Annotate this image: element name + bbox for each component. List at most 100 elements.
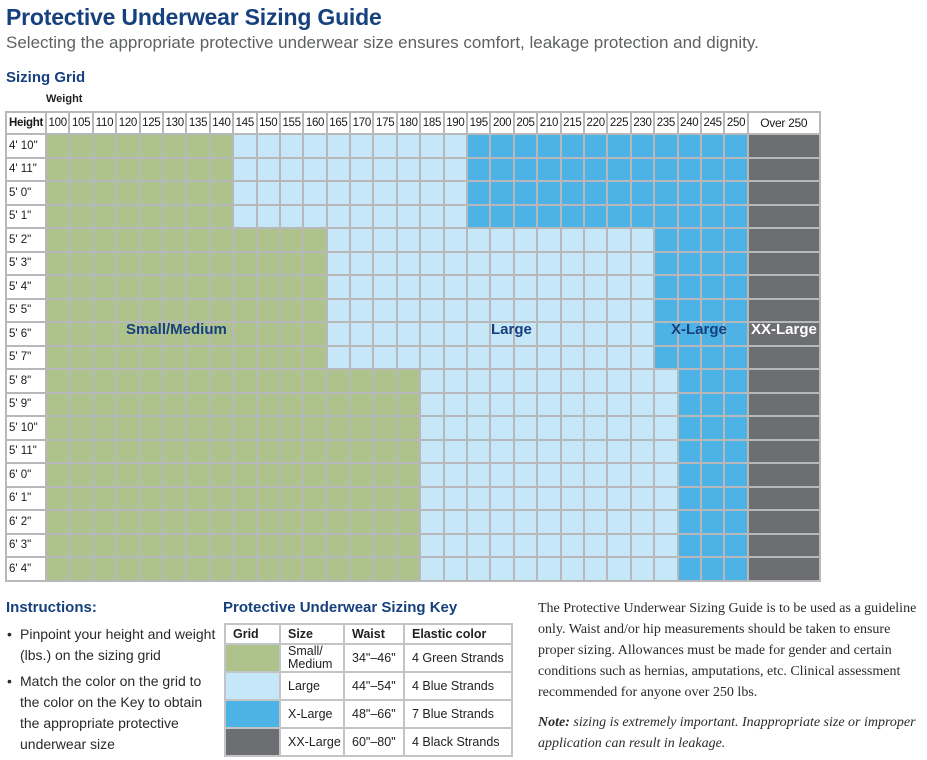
grid-cell-small-medium xyxy=(68,368,94,394)
grid-cell-xlarge xyxy=(582,156,609,182)
grid-cell-xxlarge xyxy=(746,227,821,253)
grid-cell-small-medium xyxy=(208,321,235,347)
grid-cell-xlarge xyxy=(653,156,679,182)
grid-cell-large xyxy=(489,344,515,370)
grid-cell-large xyxy=(372,203,398,229)
grid-cell-xlarge xyxy=(723,133,749,159)
grid-cell-xxlarge xyxy=(746,391,821,417)
grid-cell-xxlarge xyxy=(746,509,821,535)
grid-cell-large xyxy=(489,462,515,488)
grid-cell-small-medium xyxy=(185,297,211,323)
grid-cell-xxlarge xyxy=(746,180,821,206)
grid-cell-xlarge xyxy=(466,180,492,206)
grid-cell-xlarge xyxy=(676,391,702,417)
grid-cell-large xyxy=(395,297,422,323)
grid-cell-large xyxy=(512,462,539,488)
instruction-item: Pinpoint your height and weight (lbs.) o… xyxy=(6,624,216,666)
grid-cell-small-medium xyxy=(208,391,235,417)
grid-cell-small-medium xyxy=(325,532,352,558)
grid-cell-large xyxy=(653,509,679,535)
grid-cell-small-medium xyxy=(302,462,328,488)
height-label: 6' 4" xyxy=(5,556,47,582)
grid-cell-large xyxy=(653,556,679,582)
height-label: 5' 10" xyxy=(5,415,47,441)
weight-axis-label: Weight xyxy=(46,93,83,105)
grid-cell-xlarge xyxy=(699,274,726,300)
grid-cell-xlarge xyxy=(723,250,749,276)
grid-cell-small-medium xyxy=(91,462,118,488)
grid-cell-small-medium xyxy=(138,297,164,323)
grid-cell-small-medium xyxy=(185,250,211,276)
grid-cell-small-medium xyxy=(185,438,211,464)
weight-header-cell: 150 xyxy=(255,111,281,135)
grid-cell-small-medium xyxy=(138,274,164,300)
grid-cell-xlarge xyxy=(512,156,539,182)
grid-cell-small-medium xyxy=(44,344,71,370)
grid-cell-xlarge xyxy=(489,133,515,159)
note-text: sizing is extremely important. Inappropr… xyxy=(538,715,916,751)
grid-cell-large xyxy=(559,297,586,323)
key-size: X-Large xyxy=(279,699,345,729)
grid-cell-xlarge xyxy=(723,180,749,206)
grid-cell-small-medium xyxy=(255,250,281,276)
grid-cell-small-medium xyxy=(372,391,398,417)
grid-cell-large xyxy=(536,321,562,347)
height-label: 4' 11" xyxy=(5,156,47,182)
grid-cell-xlarge xyxy=(653,250,679,276)
grid-cell-small-medium xyxy=(44,509,71,535)
grid-cell-xlarge xyxy=(559,203,586,229)
grid-cell-xlarge xyxy=(676,250,702,276)
weight-header-cell: 205 xyxy=(512,111,539,135)
grid-cell-small-medium xyxy=(115,156,141,182)
grid-cell-small-medium xyxy=(68,133,94,159)
grid-cell-small-medium xyxy=(185,556,211,582)
grid-cell-small-medium xyxy=(325,556,352,582)
grid-cell-small-medium xyxy=(68,485,94,511)
grid-cell-xlarge xyxy=(653,180,679,206)
grid-cell-large xyxy=(512,415,539,441)
grid-cell-large xyxy=(629,438,656,464)
height-label: 5' 1" xyxy=(5,203,47,229)
grid-cell-large xyxy=(349,203,375,229)
key-waist: 34"–46" xyxy=(343,643,405,673)
grid-cell-large xyxy=(419,180,445,206)
grid-cell-small-medium xyxy=(138,415,164,441)
grid-cell-small-medium xyxy=(138,250,164,276)
grid-cell-small-medium xyxy=(161,133,188,159)
grid-cell-xlarge xyxy=(489,203,515,229)
color-swatch xyxy=(224,671,281,701)
grid-cell-small-medium xyxy=(138,321,164,347)
grid-cell-large xyxy=(559,509,586,535)
grid-cell-small-medium xyxy=(138,509,164,535)
grid-cell-xlarge xyxy=(536,156,562,182)
grid-cell-large xyxy=(629,368,656,394)
grid-cell-xlarge xyxy=(653,227,679,253)
grid-cell-large xyxy=(512,391,539,417)
grid-cell-small-medium xyxy=(232,344,258,370)
grid-cell-large xyxy=(372,156,398,182)
grid-cell-xlarge xyxy=(723,438,749,464)
color-swatch xyxy=(224,643,281,673)
grid-cell-xlarge xyxy=(466,203,492,229)
grid-cell-small-medium xyxy=(185,321,211,347)
weight-header-cell: 140 xyxy=(208,111,235,135)
grid-cell-large xyxy=(512,485,539,511)
grid-cell-large xyxy=(606,297,632,323)
grid-cell-large xyxy=(349,344,375,370)
grid-cell-xlarge xyxy=(676,274,702,300)
weight-header-cell: 235 xyxy=(653,111,679,135)
grid-cell-small-medium xyxy=(68,391,94,417)
weight-header-cell: 245 xyxy=(699,111,726,135)
grid-cell-large xyxy=(582,274,609,300)
grid-cell-small-medium xyxy=(232,438,258,464)
grid-cell-large xyxy=(372,321,398,347)
grid-cell-large xyxy=(419,438,445,464)
sizing-grid-title: Sizing Grid xyxy=(6,69,86,86)
grid-cell-large xyxy=(559,415,586,441)
grid-cell-xlarge xyxy=(582,180,609,206)
grid-cell-large xyxy=(466,415,492,441)
grid-cell-small-medium xyxy=(161,485,188,511)
grid-cell-xlarge xyxy=(723,274,749,300)
grid-cell-small-medium xyxy=(44,438,71,464)
grid-cell-large xyxy=(489,368,515,394)
